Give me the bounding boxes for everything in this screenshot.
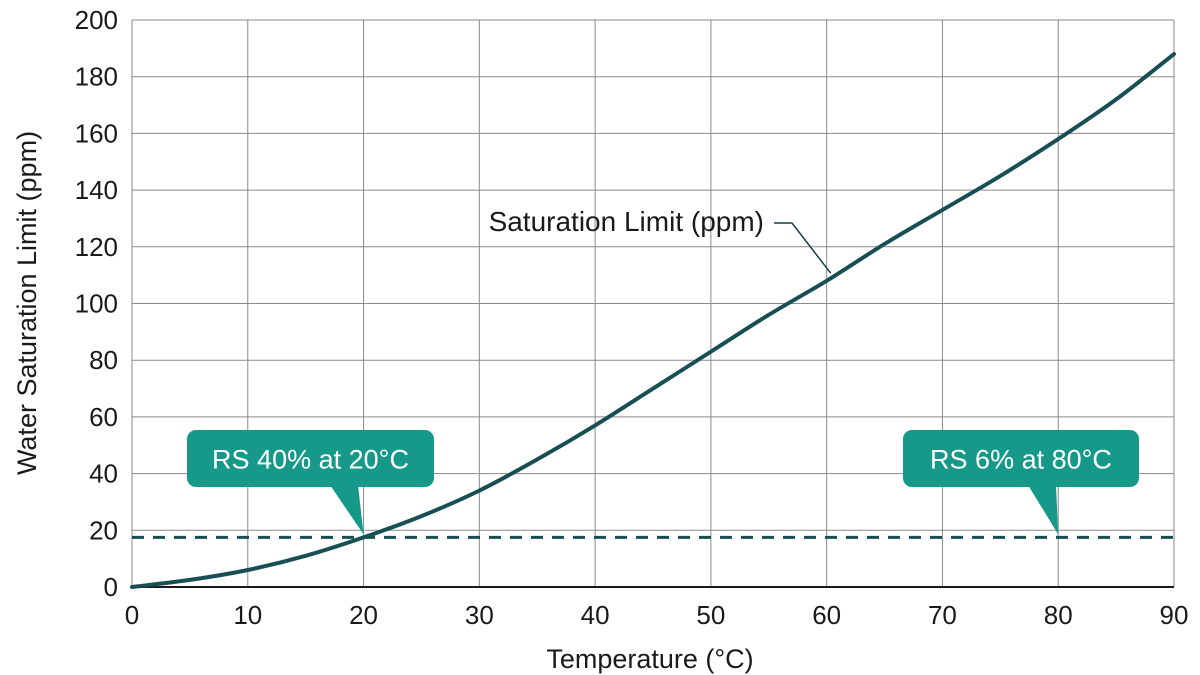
- axes: [131, 20, 1174, 588]
- callout-box: [187, 430, 434, 487]
- x-tick-labels: 0 10 20 30 40 50 60 70 80 90: [125, 600, 1189, 630]
- x-tick-label: 80: [1044, 600, 1073, 630]
- y-tick-label: 200: [75, 5, 118, 35]
- callout-box: [903, 430, 1139, 487]
- y-tick-labels: 0 20 40 60 80 100 120 140 160 180 200: [75, 5, 118, 602]
- annotation-leader-line: [774, 222, 832, 274]
- x-tick-label: 20: [349, 600, 378, 630]
- callout-pointer: [330, 485, 364, 535]
- y-tick-label: 160: [75, 118, 118, 148]
- y-tick-label: 20: [89, 515, 118, 545]
- y-tick-label: 180: [75, 62, 118, 92]
- y-tick-label: 120: [75, 232, 118, 262]
- annotations-group: Saturation Limit (ppm): [489, 206, 832, 274]
- callout-label: RS 6% at 80°C: [930, 445, 1112, 475]
- y-tick-label: 60: [89, 402, 118, 432]
- x-axis-title: Temperature (°C): [546, 644, 753, 674]
- annotation-label: Saturation Limit (ppm): [489, 206, 764, 237]
- callout-pointer: [1028, 485, 1059, 535]
- y-tick-label: 100: [75, 289, 118, 319]
- y-tick-label: 140: [75, 175, 118, 205]
- x-tick-label: 0: [125, 600, 139, 630]
- x-tick-label: 30: [465, 600, 494, 630]
- y-tick-label: 0: [104, 572, 118, 602]
- x-tick-label: 90: [1160, 600, 1189, 630]
- callout-label: RS 40% at 20°C: [212, 445, 409, 475]
- callouts-group: RS 40% at 20°C RS 6% at 80°C: [187, 430, 1139, 535]
- y-tick-label: 80: [89, 345, 118, 375]
- x-tick-label: 70: [928, 600, 957, 630]
- x-tick-label: 10: [233, 600, 262, 630]
- y-axis-title: Water Saturation Limit (ppm): [12, 131, 42, 475]
- x-tick-label: 50: [696, 600, 725, 630]
- series-group: [130, 52, 1176, 589]
- y-tick-label: 40: [89, 459, 118, 489]
- x-tick-label: 60: [812, 600, 841, 630]
- x-tick-label: 40: [581, 600, 610, 630]
- series-line-saturation-limit: [130, 52, 1176, 589]
